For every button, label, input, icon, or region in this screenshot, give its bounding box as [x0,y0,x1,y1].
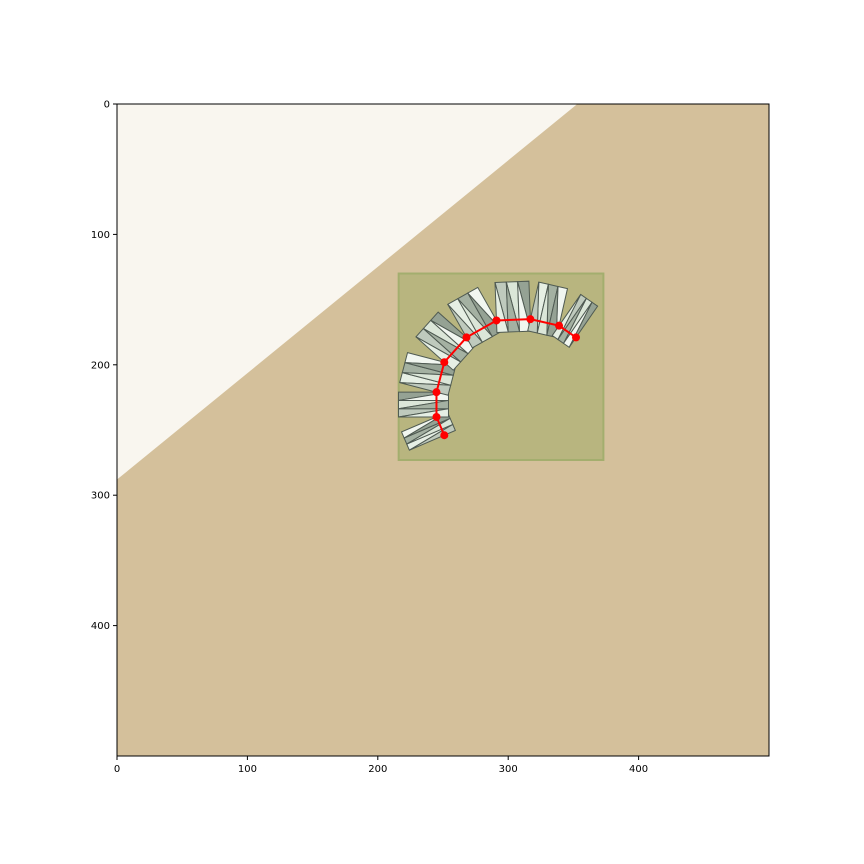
y-tick-label: 200 [91,360,110,371]
y-tick-label: 300 [91,491,110,502]
keypoint-marker [440,358,449,367]
paper-panel [406,417,454,445]
keypoint-markers [432,315,581,440]
y-tick-label: 400 [91,621,110,632]
paper-panel [447,303,484,349]
x-tick-label: 400 [629,764,648,775]
x-tick-label: 100 [238,764,257,775]
keypoint-marker [526,315,535,324]
paper-panel [557,298,587,345]
x-tick-label: 0 [114,764,120,775]
paper-panel [467,292,504,338]
paper-panel [409,423,456,451]
keypoint-marker [555,321,564,330]
x-tick-label: 300 [499,764,518,775]
paper-panel [430,319,477,355]
paper-panel [457,298,494,343]
axes-frame [116,103,770,757]
keypoint-marker [462,333,471,342]
plot-area [117,104,769,756]
keypoint-marker [572,333,581,342]
keypoint-marker [440,431,449,440]
y-axis: 0 100 200 300 400 [91,100,117,632]
x-tick-label: 200 [368,764,387,775]
paper-panel [415,336,462,371]
image-light-region [117,104,578,480]
y-tick-label: 100 [91,230,110,241]
x-axis: 0 100 200 300 400 [114,756,648,775]
paper-panel [423,328,469,363]
y-tick-label: 0 [104,100,110,111]
paper-panel [562,301,593,349]
keypoint-marker [432,388,441,397]
keypoint-marker [492,316,501,325]
keypoint-marker [432,412,441,421]
